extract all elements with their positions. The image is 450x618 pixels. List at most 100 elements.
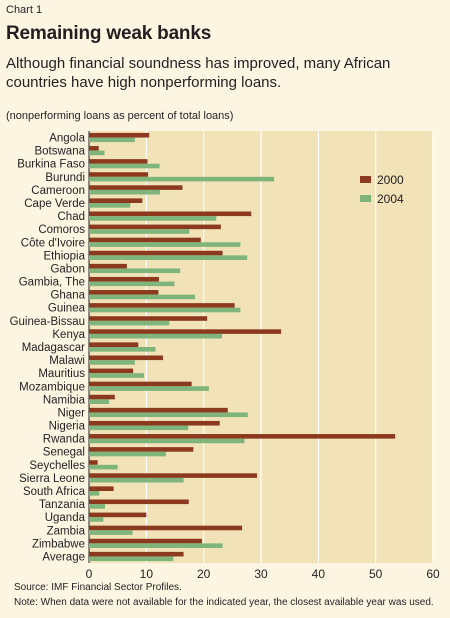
bar-2004 (89, 530, 133, 535)
legend: 2000 2004 (360, 173, 404, 206)
chart-number-label: Chart 1 (6, 4, 43, 16)
bar-2000 (89, 198, 143, 203)
x-tick-label: 0 (86, 567, 93, 581)
bar-2000 (89, 512, 147, 518)
bar-2004 (89, 320, 170, 326)
category-label: Ghana (50, 290, 85, 302)
bar-2000 (89, 224, 221, 230)
bar-2004 (89, 464, 118, 470)
category-label: Seychelles (29, 460, 85, 472)
bar-2000 (89, 525, 243, 531)
category-label: Chad (58, 211, 86, 223)
x-tick-label: 40 (312, 567, 326, 581)
bar-2000 (89, 394, 115, 400)
bar-2000 (89, 342, 139, 347)
bar-2000 (89, 329, 282, 334)
bar-2000 (89, 538, 202, 544)
bar-2000 (89, 159, 148, 164)
bar-2004 (89, 556, 174, 562)
bar-2000 (89, 263, 127, 269)
units-label: (nonperforming loans as percent of total… (6, 110, 234, 122)
bar-2004 (89, 229, 190, 234)
bar-2004 (89, 242, 241, 247)
x-tick-labels: 0 10 20 30 40 50 60 (86, 567, 440, 581)
bar-2004 (89, 425, 189, 431)
category-label: Sierra Leone (19, 473, 85, 485)
bar-2000 (89, 434, 396, 439)
bar-2004 (89, 216, 217, 221)
bar-2004 (89, 386, 209, 391)
bar-2004 (89, 373, 145, 378)
bar-2000 (89, 460, 98, 465)
category-label: Senegal (43, 447, 85, 459)
bar-2004 (89, 412, 248, 418)
bars (89, 132, 396, 562)
bar-2004 (89, 543, 223, 548)
bar-2004 (89, 163, 160, 169)
legend-swatch-2000 (360, 176, 371, 183)
x-tick-label: 20 (197, 567, 211, 581)
source-note: Source: IMF Financial Sector Profiles. (14, 582, 182, 593)
bar-2000 (89, 146, 99, 151)
category-label: Niger (58, 407, 86, 419)
x-tick-label: 30 (254, 567, 268, 581)
category-label: Namibia (43, 394, 86, 406)
legend-swatch-2004 (360, 195, 371, 202)
bar-2004 (89, 281, 175, 287)
bar-2000 (89, 447, 194, 452)
category-label: Malawi (49, 355, 85, 367)
bar-2004 (89, 517, 104, 522)
bar-2000 (89, 237, 201, 243)
bar-2004 (89, 150, 105, 156)
legend-label: 2004 (377, 192, 404, 206)
category-label: Tanzania (39, 499, 86, 511)
bar-2000 (89, 381, 192, 387)
chart-subtitle: Although financial soundness has improve… (6, 55, 391, 91)
bar-2000 (89, 132, 150, 138)
category-label: Madagascar (22, 342, 85, 354)
category-label: Mauritius (38, 368, 85, 380)
bar-2004 (89, 491, 100, 496)
category-label: Côte d'Ivoire (21, 237, 85, 249)
category-label: Zambia (47, 525, 86, 537)
footnote: Note: When data were not available for t… (14, 597, 434, 608)
bar-2004 (89, 504, 106, 509)
category-label: Botswana (34, 146, 85, 158)
category-label: Burkina Faso (17, 159, 85, 171)
category-label: Burundi (45, 172, 85, 184)
bar-2004 (89, 203, 131, 208)
bar-2004 (89, 255, 248, 260)
x-tick-label: 50 (369, 567, 383, 581)
bar-2004 (89, 294, 196, 300)
bar-2004 (89, 360, 135, 365)
bar-2004 (89, 477, 184, 483)
bar-2000 (89, 172, 149, 177)
bar-2004 (89, 307, 241, 313)
category-label: Mozambique (19, 381, 85, 393)
bar-2000 (89, 276, 159, 282)
bar-2000 (89, 355, 163, 361)
bar-2004 (89, 137, 135, 143)
category-label: Uganda (45, 512, 86, 524)
bar-2000 (89, 368, 134, 374)
category-label: Gambia, The (19, 277, 85, 289)
bar-2004 (89, 268, 181, 274)
category-label: Rwanda (43, 434, 86, 446)
bar-2004 (89, 347, 156, 352)
category-label: Gabon (50, 263, 85, 275)
category-label: Guinea (48, 303, 86, 315)
bar-2000 (89, 211, 252, 217)
category-label: South Africa (23, 486, 86, 498)
bar-2004 (89, 189, 161, 195)
category-label: Nigeria (49, 421, 86, 433)
bar-2004 (89, 399, 110, 404)
bar-2000 (89, 486, 114, 491)
bar-2004 (89, 333, 223, 339)
category-label: Average (42, 551, 85, 563)
bar-2000 (89, 420, 220, 426)
bar-2004 (89, 176, 275, 182)
bar-2000 (89, 185, 183, 190)
category-label: Angola (49, 133, 85, 145)
